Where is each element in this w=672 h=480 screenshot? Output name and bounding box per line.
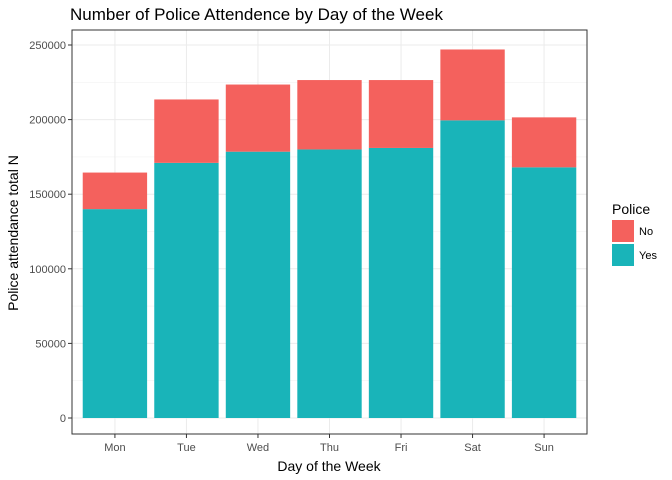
y-tick-label: 0 <box>60 413 66 425</box>
x-tick-label: Thu <box>320 442 339 454</box>
y-axis-title: Police attendance total N <box>5 155 21 311</box>
x-tick-label: Sat <box>464 442 481 454</box>
bar-yes-wed <box>225 151 291 419</box>
y-tick-label: 150000 <box>29 189 66 201</box>
y-tick-label: 50000 <box>35 338 66 350</box>
x-tick-label: Mon <box>104 442 125 454</box>
x-tick-label: Tue <box>177 442 196 454</box>
bar-yes-tue <box>154 162 219 418</box>
legend-label-yes: Yes <box>639 250 657 262</box>
x-tick-label: Wed <box>247 442 269 454</box>
legend-key-no <box>612 220 634 242</box>
legend: Police No Yes <box>612 201 657 266</box>
y-tick-label: 250000 <box>29 40 66 52</box>
legend-label-no: No <box>639 226 653 238</box>
bar-no-sun <box>511 117 577 168</box>
axes: 0 50000 100000 150000 200000 250000 Mon Tue Wed T… <box>29 29 588 454</box>
bar-yes-sun <box>511 167 577 418</box>
bar-no-sat <box>440 49 505 121</box>
x-axis-title: Day of the Week <box>277 458 381 474</box>
bar-yes-mon <box>82 209 148 418</box>
bar-no-mon <box>82 172 148 210</box>
bar-no-tue <box>154 99 219 163</box>
chart-title: Number of Police Attendence by Day of th… <box>70 5 443 24</box>
bar-no-wed <box>225 84 291 152</box>
legend-title: Police <box>612 201 650 217</box>
x-tick-label: Fri <box>395 442 408 454</box>
y-tick-label: 200000 <box>29 115 66 127</box>
bar-yes-fri <box>368 147 434 418</box>
bar-no-fri <box>368 80 434 148</box>
x-tick-label: Sun <box>534 442 554 454</box>
bars <box>82 49 577 419</box>
bar-yes-sat <box>440 120 505 418</box>
legend-key-yes <box>612 244 634 266</box>
y-tick-label: 100000 <box>29 264 66 276</box>
bar-no-thu <box>297 80 362 150</box>
bar-yes-thu <box>297 149 362 418</box>
